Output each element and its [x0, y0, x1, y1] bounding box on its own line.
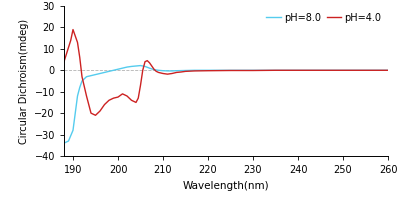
pH=8.0 — [206, 69, 210, 71]
pH=8.0 — [363, 69, 368, 71]
pH=8.0 — [134, 65, 138, 67]
pH=4.0 — [174, 71, 179, 74]
Line: pH=4.0: pH=4.0 — [64, 30, 388, 115]
pH=8.0 — [165, 70, 170, 72]
pH=8.0 — [70, 129, 75, 131]
pH=8.0 — [156, 69, 161, 71]
pH=8.0 — [192, 69, 197, 71]
pH=8.0 — [102, 71, 107, 74]
pH=4.0 — [318, 69, 323, 71]
pH=4.0 — [136, 97, 141, 99]
pH=8.0 — [84, 76, 89, 78]
pH=4.0 — [178, 71, 183, 73]
pH=4.0 — [228, 69, 233, 72]
pH=8.0 — [183, 69, 188, 72]
pH=4.0 — [75, 41, 80, 44]
pH=4.0 — [386, 69, 390, 71]
Legend: pH=8.0, pH=4.0: pH=8.0, pH=4.0 — [264, 11, 383, 25]
pH=8.0 — [66, 140, 71, 142]
pH=4.0 — [192, 70, 197, 72]
pH=8.0 — [129, 65, 134, 68]
pH=4.0 — [142, 61, 147, 63]
pH=8.0 — [106, 70, 111, 73]
pH=4.0 — [106, 99, 111, 101]
pH=4.0 — [89, 112, 94, 114]
pH=4.0 — [149, 65, 154, 67]
pH=4.0 — [140, 69, 145, 71]
pH=4.0 — [98, 110, 102, 112]
pH=4.0 — [134, 101, 138, 104]
pH=8.0 — [62, 142, 66, 144]
X-axis label: Wavelength(nm): Wavelength(nm) — [183, 181, 269, 191]
pH=8.0 — [116, 68, 120, 70]
pH=4.0 — [125, 95, 130, 97]
pH=8.0 — [111, 69, 116, 71]
pH=8.0 — [120, 67, 125, 69]
pH=4.0 — [273, 69, 278, 71]
pH=8.0 — [98, 72, 102, 75]
pH=4.0 — [170, 72, 174, 75]
pH=8.0 — [341, 69, 346, 71]
pH=4.0 — [68, 39, 73, 41]
Line: pH=8.0: pH=8.0 — [64, 66, 388, 143]
pH=8.0 — [161, 70, 166, 72]
pH=8.0 — [80, 80, 84, 82]
pH=4.0 — [84, 95, 89, 97]
pH=8.0 — [273, 69, 278, 71]
pH=8.0 — [152, 68, 156, 71]
pH=8.0 — [142, 65, 147, 68]
pH=8.0 — [138, 64, 143, 67]
pH=4.0 — [102, 103, 107, 106]
pH=8.0 — [296, 69, 300, 71]
pH=8.0 — [147, 67, 152, 69]
pH=8.0 — [174, 70, 179, 72]
pH=4.0 — [250, 69, 256, 72]
Y-axis label: Circular Dichroism(mdeg): Circular Dichroism(mdeg) — [19, 18, 29, 144]
pH=4.0 — [62, 61, 66, 63]
pH=4.0 — [147, 62, 152, 64]
pH=4.0 — [77, 56, 82, 59]
pH=4.0 — [363, 69, 368, 71]
pH=4.0 — [70, 28, 75, 31]
pH=4.0 — [120, 93, 125, 95]
pH=8.0 — [386, 69, 390, 71]
pH=8.0 — [318, 69, 323, 71]
pH=8.0 — [170, 70, 174, 72]
pH=4.0 — [165, 73, 170, 75]
pH=4.0 — [296, 69, 300, 71]
pH=4.0 — [206, 70, 210, 72]
pH=4.0 — [80, 76, 84, 78]
pH=4.0 — [156, 71, 161, 74]
pH=4.0 — [183, 70, 188, 73]
pH=8.0 — [77, 86, 82, 89]
pH=8.0 — [125, 66, 130, 68]
pH=8.0 — [89, 74, 94, 77]
pH=4.0 — [152, 68, 156, 70]
pH=4.0 — [93, 114, 98, 116]
pH=8.0 — [93, 73, 98, 76]
pH=4.0 — [129, 99, 134, 101]
pH=4.0 — [161, 72, 166, 75]
pH=4.0 — [138, 84, 143, 86]
pH=8.0 — [250, 69, 256, 71]
pH=4.0 — [154, 70, 159, 73]
pH=8.0 — [228, 69, 233, 71]
pH=4.0 — [111, 97, 116, 99]
pH=4.0 — [116, 96, 120, 98]
pH=8.0 — [75, 95, 80, 97]
pH=4.0 — [145, 59, 150, 62]
pH=4.0 — [341, 69, 346, 71]
